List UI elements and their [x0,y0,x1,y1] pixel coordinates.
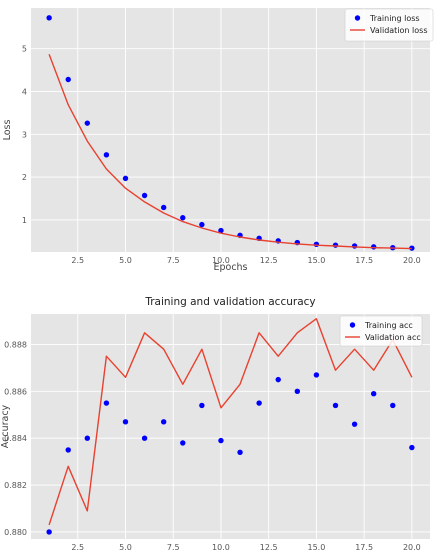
legend-box [339,315,423,347]
x-tick-label: 10.0 [212,256,230,265]
x-tick-label: 5.0 [119,543,132,550]
y-tick-label: 0.888 [4,340,27,349]
x-tick-label: 10.0 [212,543,230,550]
x-tick-label: 17.5 [355,543,373,550]
chart-panel-1: 2.5 5.0 7.5 10.0 12.5 15.0 17.5 20.0 1 2 3 4 5 Epochs… [2,8,434,273]
y-tick-label: 2 [22,173,27,182]
data-point-training [237,449,243,455]
legend: Training acc Validation acc [339,315,423,347]
series-line-validation [48,318,413,526]
legend-label: Validation acc [365,333,421,342]
data-point-training [160,419,167,425]
data-point-training [122,175,129,182]
x-tick-label: 2.5 [71,256,84,265]
data-point-training [103,152,110,158]
x-tick-label: 2.5 [71,543,84,550]
data-point-training [390,402,396,409]
legend-swatch-dot [354,15,361,21]
y-axis-label: Loss [2,120,13,141]
x-tick-label: 20.0 [403,543,421,550]
data-point-training [84,120,91,126]
data-point-training [103,400,110,406]
data-point-training [313,372,320,378]
data-point-training [199,221,205,228]
x-tick-label: 15.0 [308,256,326,265]
data-point-training [46,529,52,535]
data-point-training [180,440,186,446]
legend-swatch-dot [349,322,356,328]
data-point-training [313,241,320,247]
series-line-validation [48,53,412,250]
data-point-training [218,437,224,444]
data-point-training [409,444,415,451]
legend-label: Training acc [364,321,413,330]
data-point-training [160,204,167,211]
x-tick-label: 5.0 [119,256,132,265]
data-point-training [180,215,186,221]
x-axis-label: Epochs [213,262,247,273]
x-tick-label: 12.5 [260,543,278,550]
chart-panel-2: 2.5 5.0 7.5 10.0 12.5 15.0 17.5 20.0 0.880 0.882 0… [0,296,430,550]
data-point-training [199,402,205,409]
legend-box [344,8,434,42]
y-tick-label: 3 [22,130,27,139]
data-point-training [275,376,281,383]
data-point-training [332,242,339,248]
data-point-training [65,447,71,453]
y-tick-label: 1 [22,216,27,225]
x-tick-label: 7.5 [167,543,180,550]
data-point-training [46,15,52,21]
y-tick-label: 4 [22,87,27,96]
y-tick-label: 0.884 [4,434,27,443]
data-point-training [84,435,91,441]
x-tick-label: 12.5 [260,256,278,265]
data-point-training [370,390,377,397]
data-point-training [218,227,224,234]
x-tick-label: 15.0 [308,543,326,550]
data-point-training [122,419,129,425]
data-point-training [370,244,377,250]
x-tick-label: 20.0 [403,256,421,265]
data-point-training [351,243,358,249]
legend-label: Validation loss [370,26,428,35]
plot-area [31,8,430,252]
data-point-training [332,402,339,409]
x-tick-label: 17.5 [355,256,373,265]
data-point-training [351,421,358,427]
plot-area [31,314,430,539]
legend-label: Training loss [369,14,420,23]
y-tick-label: 5 [22,45,27,54]
data-point-training [141,192,148,199]
legend: Training loss Validation loss [344,8,434,42]
x-tick-label: 7.5 [167,256,180,265]
y-tick-label: 0.882 [4,481,27,490]
data-point-training [256,400,262,406]
y-tick-label: 0.880 [4,528,27,537]
y-axis-label: Accuracy [0,404,11,448]
data-point-training [294,388,301,395]
data-point-training [65,76,71,83]
y-tick-label: 0.886 [4,387,27,396]
chart-title: Training and validation accuracy [144,296,315,308]
data-point-training [141,435,148,441]
